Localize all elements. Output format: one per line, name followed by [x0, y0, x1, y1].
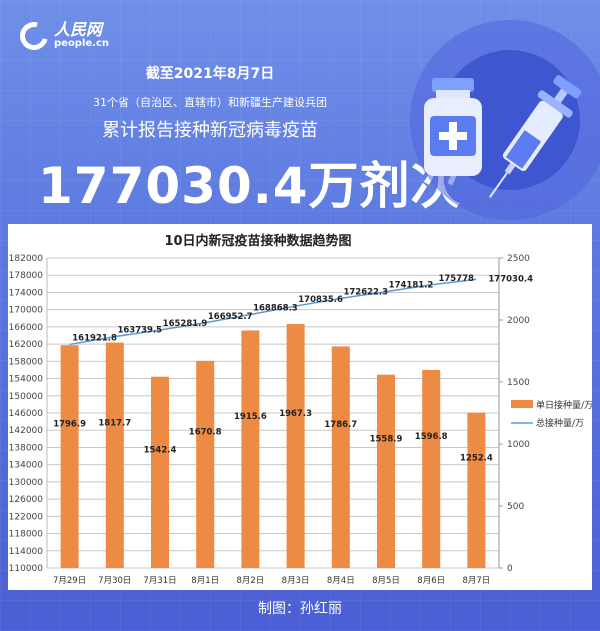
x-tick: 7月31日: [143, 576, 176, 586]
bar: [286, 324, 305, 568]
bar-label: 1817.7: [98, 418, 131, 428]
bar: [331, 346, 350, 568]
y-right-tick: 1000: [507, 440, 530, 450]
x-tick: 8月1日: [191, 576, 219, 586]
logo-cn-text: 人民网: [54, 20, 103, 39]
y-left-tick: 154000: [9, 375, 44, 385]
bar-label: 1786.7: [324, 420, 357, 430]
bar-label: 1596.8: [415, 432, 448, 442]
x-tick: 7月30日: [98, 576, 131, 586]
y-left-tick: 150000: [9, 392, 44, 402]
line-label: 177030.4: [488, 274, 533, 284]
logo-icon: [14, 16, 54, 56]
y-left-tick: 142000: [9, 426, 44, 436]
date-line: 截至2021年8月7日: [145, 66, 275, 82]
bar-label: 1915.6: [234, 412, 267, 422]
x-tick: 7月29日: [53, 576, 86, 586]
y-left-tick: 110000: [9, 564, 44, 574]
people-cn-logo: 人民网 people.cn: [14, 16, 110, 56]
legend-bar-swatch: [511, 400, 533, 408]
y-right-tick: 2500: [507, 254, 530, 264]
main-line: 累计报告接种新冠病毒疫苗: [102, 120, 318, 141]
bar: [377, 374, 395, 568]
bar: [467, 412, 486, 568]
line-label: 161921.8: [72, 333, 117, 343]
x-tick: 8月4日: [327, 576, 355, 586]
syringe-icon: [489, 75, 582, 198]
x-tick: 8月6日: [417, 576, 445, 586]
x-tick: 8月2日: [236, 576, 264, 586]
sub-line: 31个省（自治区、直辖市）和新疆生产建设兵团: [93, 96, 327, 109]
legend-bar-label: 单日接种量/万: [536, 399, 592, 411]
vaccine-vial-icon: [424, 78, 482, 176]
bar-label: 1558.9: [370, 434, 403, 444]
bar-label: 1967.3: [279, 409, 312, 419]
total-line: [69, 278, 477, 346]
bar-label: 1670.8: [189, 427, 222, 437]
y-right-tick: 0: [507, 564, 513, 574]
y-left-tick: 122000: [9, 512, 44, 522]
line-label: 175778: [438, 274, 474, 284]
y-left-tick: 166000: [9, 323, 44, 333]
bar: [105, 342, 124, 568]
combo-chart: 110000 114000 118000 122000 126000 130000 1340…: [9, 254, 592, 586]
bar: [422, 369, 441, 568]
legend-line-label: 总接种量/万: [536, 417, 584, 429]
bar-label: 1542.4: [144, 445, 177, 455]
bar-label: 1252.4: [460, 453, 493, 463]
y-left-tick: 182000: [9, 254, 44, 264]
y-right-tick: 2000: [507, 316, 530, 326]
bar: [241, 330, 260, 568]
y-left-tick: 118000: [9, 530, 44, 540]
line-label: 168868.3: [253, 304, 298, 314]
y-left-tick: 146000: [9, 409, 44, 419]
y-right-tick: 1500: [507, 378, 530, 388]
bar: [196, 360, 215, 568]
y-left-tick: 174000: [9, 288, 44, 298]
y-left-tick: 162000: [9, 340, 44, 350]
big-number: 177030.4万剂次: [38, 157, 462, 215]
chart-panel: 10日内新冠疫苗接种数据趋势图 110000 114000 118000 122000…: [8, 224, 592, 590]
logo-en-text: people.cn: [54, 38, 110, 49]
line-label: 170835.6: [298, 295, 343, 305]
x-tick: 8月7日: [462, 576, 490, 586]
y-left-tick: 170000: [9, 306, 44, 316]
x-tick: 8月3日: [282, 576, 310, 586]
credit-line: 制图：孙红丽: [258, 601, 342, 617]
line-label: 166952.7: [208, 312, 253, 322]
bar: [151, 376, 169, 568]
y-left-tick: 178000: [9, 271, 44, 281]
x-tick: 8月5日: [372, 576, 400, 586]
line-label: 172622.3: [343, 287, 388, 297]
y-left-tick: 138000: [9, 443, 44, 453]
vaccine-illustration: [390, 20, 600, 220]
y-right-tick: 500: [507, 502, 524, 512]
line-label: 165281.9: [163, 319, 208, 329]
y-left-tick: 126000: [9, 495, 44, 505]
y-left-tick: 114000: [9, 547, 44, 557]
y-left-tick: 130000: [9, 478, 44, 488]
bar: [60, 345, 79, 568]
bar-label: 1796.9: [53, 420, 86, 430]
line-label: 163739.5: [117, 326, 162, 336]
line-label: 174181.2: [389, 281, 434, 291]
chart-title: 10日内新冠疫苗接种数据趋势图: [164, 234, 352, 249]
y-left-tick: 158000: [9, 357, 44, 367]
y-left-tick: 134000: [9, 461, 44, 471]
